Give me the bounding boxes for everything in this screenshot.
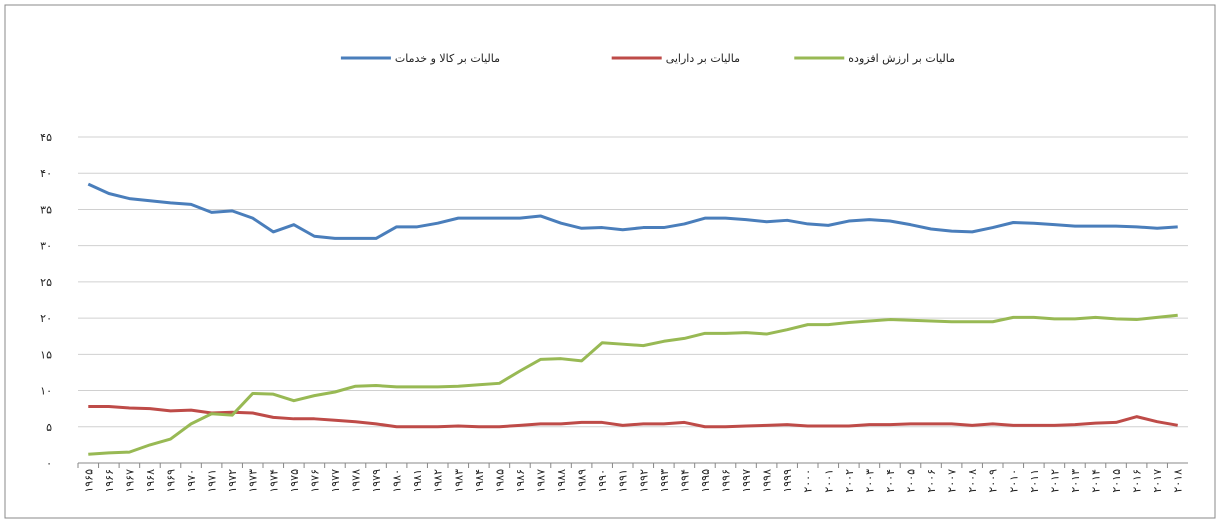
x-tick-label: ۱۹۷۴	[267, 469, 280, 493]
x-tick-label: ۲۰۱۲	[1048, 469, 1061, 493]
x-tick-label: ۱۹۷۷	[329, 469, 342, 493]
x-tick-label: ۲۰۱۱	[1028, 469, 1041, 493]
x-tick-label: ۱۹۸۵	[493, 469, 506, 493]
legend-label: مالیات بر دارایی	[666, 52, 740, 65]
x-tick-label: ۱۹۶۵	[82, 469, 95, 493]
y-tick-label: ۳۰	[40, 240, 52, 253]
x-tick-label: ۱۹۹۴	[678, 469, 691, 493]
y-tick-label: ۳۵	[40, 203, 52, 216]
line-series	[87, 182, 1178, 240]
y-tick-label: ۵	[46, 421, 52, 434]
x-tick-label: ۱۹۹۰	[596, 469, 609, 493]
chart-frame	[4, 4, 1216, 519]
x-tick-label: ۱۹۸۹	[576, 469, 589, 493]
x-tick-label: ۱۹۶۷	[123, 469, 136, 493]
x-tick-label: ۲۰۰۷	[946, 469, 959, 493]
x-tick-label: ۱۹۹۵	[699, 469, 712, 493]
x-tick-label: ۲۰۰۸	[966, 469, 979, 493]
x-tick-label: ۲۰۱۷	[1151, 469, 1164, 493]
x-tick-label: ۱۹۹۲	[637, 469, 650, 493]
x-tick-label: ۱۹۸۷	[535, 469, 548, 493]
y-tick-label: ۰	[46, 457, 52, 470]
x-tick-label: ۲۰۰۱	[822, 469, 835, 493]
x-tick-label: ۱۹۷۵	[288, 469, 301, 493]
x-tick-label: ۱۹۹۷	[740, 469, 753, 493]
x-tick-label: ۲۰۱۶	[1131, 469, 1144, 493]
x-tick-label: ۱۹۹۶	[720, 469, 733, 493]
x-tick-label: ۱۹۷۲	[226, 469, 239, 493]
x-tick-label: ۱۹۶۶	[103, 469, 116, 493]
x-tick-label: ۲۰۱۳	[1069, 469, 1082, 493]
x-tick-label: ۱۹۸۸	[555, 469, 568, 493]
line-series	[88, 404, 1178, 429]
x-tick-label: ۲۰۰۴	[884, 469, 897, 493]
x-tick-label: ۲۰۰۹	[987, 469, 1000, 493]
y-tick-label: ۱۵	[40, 348, 52, 361]
x-tick-label: ۱۹۹۱	[617, 469, 630, 493]
y-tick-label: ۴۵	[40, 131, 52, 144]
x-tick-label: ۱۹۶۹	[165, 469, 178, 493]
x-tick-label: ۲۰۰۶	[925, 469, 938, 493]
y-tick-label: ۲۰	[40, 312, 52, 325]
y-tick-label: ۲۵	[40, 276, 52, 289]
x-tick-label: ۱۹۸۰	[391, 469, 404, 493]
y-tick-label: ۴۰	[40, 167, 52, 180]
x-tick-label: ۱۹۸۶	[514, 469, 527, 493]
x-tick-label: ۲۰۱۸	[1172, 469, 1185, 493]
x-tick-label: ۱۹۶۸	[144, 469, 157, 493]
x-tick-label: ۱۹۷۹	[370, 469, 383, 493]
x-tick-label: ۱۹۷۸	[350, 469, 363, 493]
legend-label: مالیات بر کالا و خدمات	[395, 52, 500, 65]
x-tick-label: ۲۰۰۰	[802, 469, 815, 493]
x-tick-label: ۱۹۸۴	[473, 469, 486, 493]
y-tick-label: ۱۰	[40, 385, 52, 398]
x-tick-label: ۲۰۱۰	[1007, 469, 1020, 493]
x-tick-label: ۱۹۷۶	[308, 469, 321, 493]
x-tick-label: ۱۹۷۳	[247, 469, 260, 493]
x-tick-label: ۲۰۱۴	[1090, 469, 1103, 493]
line-series	[88, 313, 1178, 456]
legend-label: مالیات بر ارزش افزوده	[848, 52, 955, 65]
x-tick-label: ۱۹۹۹	[781, 469, 794, 493]
x-tick-label: ۱۹۸۱	[411, 469, 424, 493]
x-tick-label: ۲۰۰۵	[905, 469, 918, 493]
x-tick-label: ۱۹۹۸	[761, 469, 774, 493]
x-tick-label: ۱۹۷۱	[206, 469, 219, 493]
x-tick-label: ۲۰۱۵	[1110, 469, 1123, 493]
x-tick-label: ۱۹۷۰	[185, 469, 198, 493]
x-tick-label: ۱۹۹۳	[658, 469, 671, 493]
x-tick-label: ۱۹۸۳	[452, 469, 465, 493]
x-tick-label: ۱۹۸۲	[432, 469, 445, 493]
x-tick-label: ۲۰۰۲	[843, 469, 856, 493]
x-tick-label: ۲۰۰۳	[863, 469, 876, 493]
